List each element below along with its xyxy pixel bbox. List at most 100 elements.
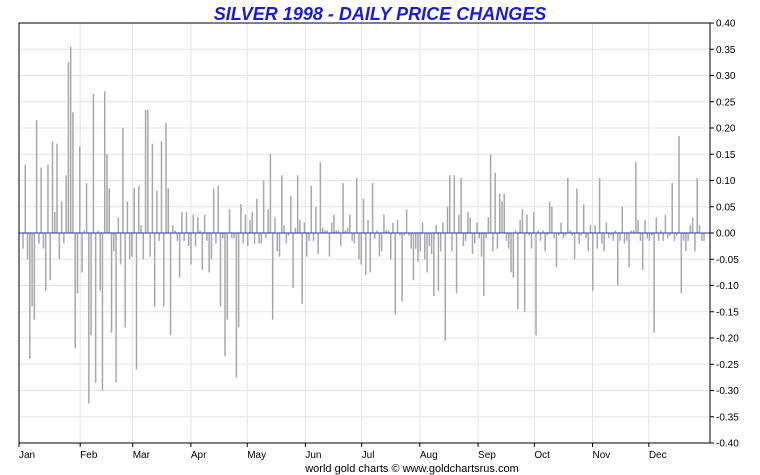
price-change-bar xyxy=(700,233,703,241)
price-change-bar xyxy=(110,233,113,333)
price-change-bar xyxy=(487,217,490,233)
price-change-bar xyxy=(528,233,530,236)
price-change-bar xyxy=(673,233,676,241)
price-change-bar xyxy=(140,225,142,234)
price-change-bar xyxy=(612,233,614,241)
price-change-bar xyxy=(480,233,483,257)
price-change-bar xyxy=(614,230,617,234)
price-change-bar xyxy=(387,230,390,234)
price-change-bar xyxy=(54,212,56,233)
price-change-bar xyxy=(169,233,172,336)
price-change-bar xyxy=(119,233,122,265)
price-change-bar xyxy=(451,233,453,252)
price-change-bar xyxy=(276,233,278,252)
price-change-bar xyxy=(494,172,496,234)
price-change-bar xyxy=(269,154,272,233)
price-change-bar xyxy=(187,233,190,247)
price-change-bar xyxy=(103,91,106,233)
y-tick-label: -0.05 xyxy=(716,255,739,266)
price-change-bar xyxy=(138,185,140,233)
price-change-bar xyxy=(72,112,74,233)
price-change-bar xyxy=(626,233,628,241)
price-change-bar xyxy=(262,180,265,233)
price-change-bar xyxy=(231,233,233,239)
price-change-bar xyxy=(265,233,267,239)
price-change-bar xyxy=(439,233,442,252)
price-change-bar xyxy=(99,233,101,291)
price-change-bar xyxy=(367,219,369,234)
price-change-bar xyxy=(260,233,263,244)
price-change-bar xyxy=(616,233,619,286)
price-change-bar xyxy=(328,233,331,257)
price-change-bar xyxy=(455,233,458,294)
price-change-bar xyxy=(63,233,65,244)
price-change-bar xyxy=(542,230,544,234)
price-change-bar xyxy=(607,233,610,239)
price-change-bar xyxy=(687,233,689,241)
price-change-bar xyxy=(117,217,120,233)
price-change-bar xyxy=(680,233,683,294)
price-change-bar xyxy=(426,233,428,273)
price-change-bar xyxy=(405,209,408,234)
price-change-bar xyxy=(115,233,117,383)
price-change-bar xyxy=(648,233,651,241)
price-change-bar xyxy=(428,233,431,247)
price-change-bar xyxy=(242,233,244,244)
price-change-bar xyxy=(44,233,47,291)
price-change-bar xyxy=(630,230,633,234)
price-change-bar xyxy=(122,128,124,233)
price-change-bar xyxy=(281,175,283,233)
price-change-bar xyxy=(190,233,192,265)
price-change-bar xyxy=(512,233,515,278)
y-tick-label: 0.40 xyxy=(716,19,736,30)
price-change-bar xyxy=(678,135,680,234)
price-change-bar xyxy=(396,219,399,234)
price-change-bar xyxy=(576,188,578,234)
price-change-bar xyxy=(60,201,63,233)
price-change-bar xyxy=(199,230,201,234)
price-change-bar xyxy=(399,233,401,236)
price-change-bar xyxy=(671,183,673,234)
price-change-bar xyxy=(194,233,197,247)
price-change-bar xyxy=(421,222,424,233)
chart-credit: world gold charts © www.goldchartsrus.co… xyxy=(304,463,519,475)
price-change-bar xyxy=(128,233,131,260)
price-change-bar xyxy=(258,233,260,244)
price-change-bar xyxy=(312,233,315,241)
price-change-bar xyxy=(655,217,658,233)
price-change-bar xyxy=(237,233,240,328)
price-change-bar xyxy=(401,233,403,302)
price-change-bar xyxy=(79,146,81,234)
price-change-bar xyxy=(449,175,451,233)
price-change-bar xyxy=(124,233,126,328)
price-change-bar xyxy=(355,177,358,234)
price-change-bar xyxy=(598,177,601,234)
price-change-bar xyxy=(362,198,365,234)
price-change-bar xyxy=(29,233,31,359)
price-change-bar xyxy=(40,167,42,234)
price-change-bar xyxy=(698,225,701,234)
price-change-bar xyxy=(587,233,589,252)
price-change-bar xyxy=(201,233,204,270)
y-tick-label: -0.10 xyxy=(716,281,739,292)
price-change-bar xyxy=(246,233,249,247)
price-change-bar xyxy=(410,233,412,249)
price-change-bar xyxy=(317,233,319,254)
price-change-bar xyxy=(603,233,605,252)
price-change-bar xyxy=(460,177,462,234)
price-change-bar xyxy=(144,109,147,233)
price-change-bar xyxy=(623,233,626,244)
price-change-bar xyxy=(192,214,194,234)
price-change-bar xyxy=(433,233,435,296)
price-change-bar xyxy=(385,230,387,234)
price-change-bar xyxy=(483,233,485,296)
price-change-bar xyxy=(113,233,115,252)
price-change-bar xyxy=(337,230,340,234)
price-change-bar xyxy=(496,233,499,249)
price-change-bar xyxy=(573,233,576,260)
price-change-bar xyxy=(251,212,254,233)
y-tick-label: 0.25 xyxy=(716,97,736,108)
price-change-bar xyxy=(183,233,185,241)
price-change-bar xyxy=(358,233,360,260)
price-change-bar xyxy=(88,233,90,404)
